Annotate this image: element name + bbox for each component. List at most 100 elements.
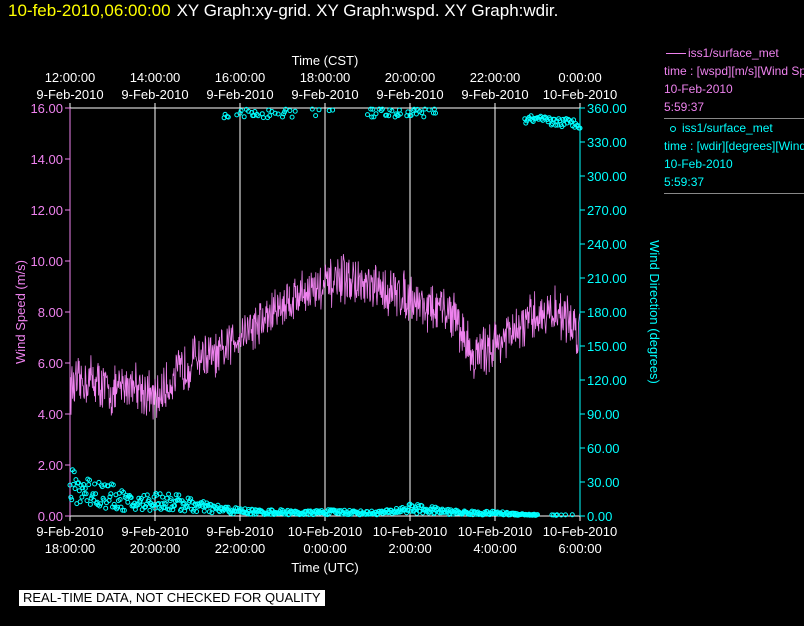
wind-direction-point — [309, 106, 315, 112]
wind-direction-point — [259, 111, 265, 117]
wind-direction-point — [93, 491, 98, 497]
x-tick-label-time: 0:00:00 — [303, 541, 346, 556]
wind-direction-point — [413, 111, 419, 117]
y-left-tick-label: 6.00 — [38, 356, 63, 371]
wind-direction-point — [108, 491, 114, 497]
wind-direction-point — [83, 491, 89, 497]
wind-direction-point — [138, 496, 144, 501]
x-tick-label-time: 6:00:00 — [558, 541, 601, 556]
y-right-tick-label: 90.00 — [587, 407, 620, 422]
x-tick-label-time: 18:00:00 — [45, 541, 96, 556]
top-x-tick-label-time: 18:00:00 — [300, 70, 351, 85]
wind-direction-point — [206, 509, 212, 515]
wind-direction-point — [238, 108, 244, 114]
wind-direction-point — [139, 507, 145, 513]
header-timestamp: 10-feb-2010,06:00:00 — [8, 1, 171, 20]
wind-direction-point — [272, 110, 278, 116]
wind-direction-point — [101, 497, 107, 503]
wind-direction-point — [82, 485, 88, 491]
wind-direction-point — [419, 110, 425, 116]
top-x-tick-label-time: 22:00:00 — [470, 70, 521, 85]
top-x-tick-label-time: 14:00:00 — [130, 70, 181, 85]
legend-line2: time : [wdir][degrees][Wind Direction] — [664, 139, 804, 153]
wind-direction-point — [68, 494, 74, 500]
y-right-tick-label: 0.00 — [587, 509, 612, 524]
y-left-tick-label: 0.00 — [38, 509, 63, 524]
x-tick-label-time: 20:00:00 — [130, 541, 181, 556]
wind-direction-point — [373, 111, 379, 117]
wind-speed-line — [69, 254, 580, 420]
wind-direction-point — [96, 479, 102, 485]
wind-direction-point — [379, 106, 385, 112]
y-right-tick-label: 30.00 — [587, 475, 620, 490]
x-tick-label-date: 10-Feb-2010 — [288, 524, 362, 539]
wind-direction-point — [283, 106, 289, 112]
legend-line4: 5:59:37 — [664, 100, 705, 114]
wind-direction-point — [123, 492, 129, 498]
x-tick-label-date: 9-Feb-2010 — [121, 524, 188, 539]
legend-line4: 5:59:37 — [664, 175, 705, 189]
y-right-tick-label: 240.00 — [587, 237, 627, 252]
wind-direction-point — [86, 482, 92, 488]
wind-direction-point — [255, 113, 261, 119]
wind-direction-point — [571, 117, 577, 123]
wind-direction-point — [194, 509, 200, 514]
wind-direction-point — [103, 505, 109, 511]
top-x-tick-label-date: 9-Feb-2010 — [121, 87, 188, 102]
wind-direction-point — [280, 114, 285, 120]
wind-direction-point — [316, 107, 322, 113]
y-left-tick-label: 16.00 — [30, 101, 63, 116]
legend-marker-swatch — [670, 125, 676, 132]
wind-direction-point — [560, 116, 566, 122]
wind-direction-point — [389, 108, 395, 114]
y-left-tick-label: 4.00 — [38, 407, 63, 422]
y-right-tick-label: 300.00 — [587, 169, 627, 184]
wind-direction-point — [563, 512, 568, 518]
wind-direction-point — [298, 511, 304, 517]
wind-direction-point — [168, 496, 174, 502]
wind-direction-point — [111, 501, 117, 507]
wind-direction-point — [405, 507, 411, 513]
wind-direction-points — [67, 106, 583, 518]
legend-entry-wspd: iss1/surface_met time : [wspd][m/s][Wind… — [664, 44, 804, 119]
wind-direction-point — [166, 491, 172, 497]
y-right-tick-label: 180.00 — [587, 305, 627, 320]
y-left-tick-label: 12.00 — [30, 203, 63, 218]
wind-direction-point — [431, 511, 437, 517]
wind-direction-point — [163, 501, 169, 507]
y-right-tick-label: 120.00 — [587, 373, 627, 388]
top-x-tick-label-time: 16:00:00 — [215, 70, 266, 85]
wind-direction-point — [81, 482, 87, 487]
x-tick-label-time: 22:00:00 — [215, 541, 266, 556]
legend-line-swatch — [666, 53, 686, 55]
wind-direction-point — [569, 512, 575, 518]
y-right-axis-title: Wind Direction (degrees) — [647, 240, 662, 384]
wind-direction-point — [155, 501, 161, 506]
wind-direction-point — [292, 108, 298, 114]
x-tick-label-date: 9-Feb-2010 — [36, 524, 103, 539]
wind-direction-point — [157, 491, 163, 497]
wind-direction-point — [71, 469, 77, 475]
wind-direction-point — [368, 106, 374, 112]
wind-direction-point — [77, 499, 83, 505]
wind-direction-point — [551, 512, 557, 518]
wind-direction-point — [267, 113, 273, 119]
wind-direction-point — [241, 114, 247, 120]
wind-direction-point — [149, 503, 155, 509]
x-tick-label-date: 10-Feb-2010 — [458, 524, 532, 539]
wind-direction-point — [174, 497, 180, 503]
wind-direction-point — [72, 486, 78, 492]
wind-direction-point — [87, 501, 93, 507]
legend-name: iss1/surface_met — [682, 121, 773, 135]
wind-direction-point — [177, 497, 183, 503]
top-x-tick-label-date: 9-Feb-2010 — [291, 87, 358, 102]
y-left-tick-label: 10.00 — [30, 254, 63, 269]
x-tick-label-date: 9-Feb-2010 — [206, 524, 273, 539]
legend-line3: 10-Feb-2010 — [664, 82, 733, 96]
top-x-tick-label-time: 0:00:00 — [558, 70, 601, 85]
wind-direction-point — [268, 511, 274, 517]
wind-direction-point — [369, 114, 375, 120]
wind-direction-point — [160, 494, 166, 500]
wind-direction-point — [70, 481, 76, 487]
